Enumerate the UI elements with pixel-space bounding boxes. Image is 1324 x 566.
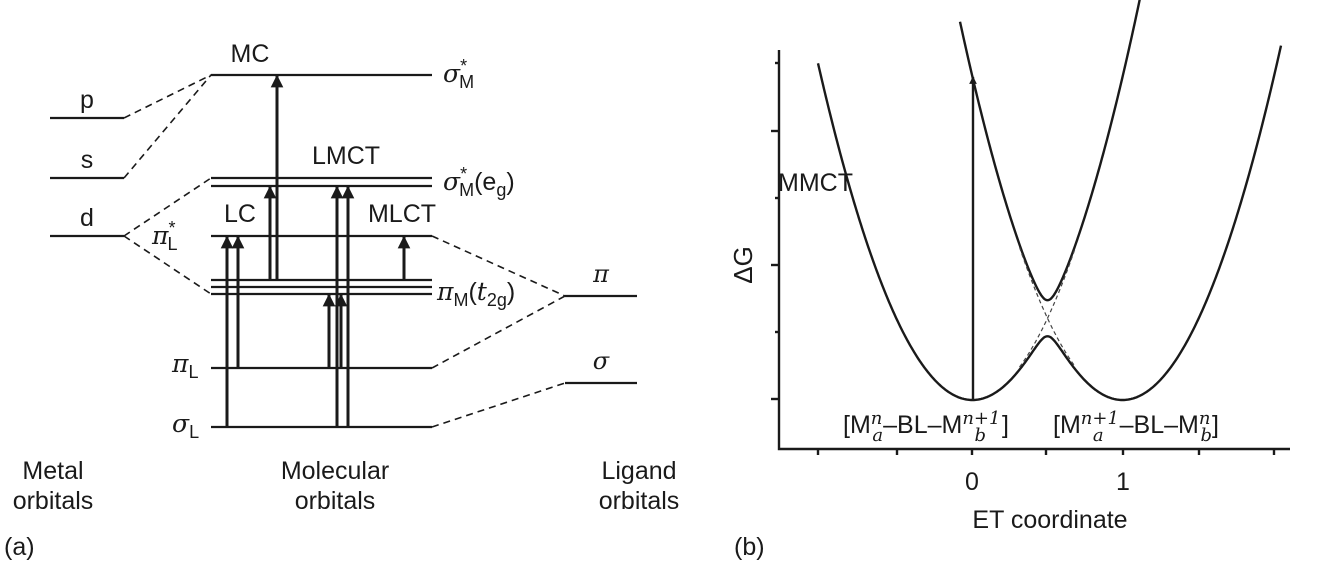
metal-level-label-p: p [80, 86, 94, 114]
metal-level-label-d: d [80, 204, 94, 232]
axes [771, 50, 1290, 455]
correlation-line [123, 74, 212, 119]
pi-l-label: πL [171, 349, 198, 382]
panel-a-label: (a) [4, 533, 35, 561]
mmct-label: MMCT [778, 169, 853, 197]
sigma-l-label: σL [172, 409, 199, 442]
metal-label-line2: orbitals [12, 487, 94, 515]
correlation-line [431, 235, 566, 297]
pi-l-star-label: π* L [151, 218, 177, 254]
metal-orbitals-label: Metal orbitals [8, 456, 98, 516]
molecular-label-line2: orbitals [294, 487, 376, 515]
excited-state-surface [958, 0, 1141, 302]
molecular-orbital-levels [211, 73, 432, 429]
state-label-right: [Mn+1 a –BL–Mn b] [1053, 408, 1219, 446]
ligand-level-label: π [592, 260, 610, 288]
x-tick-0: 0 [965, 468, 979, 496]
metal-orbital-levels [50, 116, 124, 238]
potential-curves [816, 0, 1283, 402]
ligand-label-line2: orbitals [598, 487, 680, 515]
mo-diagram-panel: p s d π σ MC LMCT LC MLCT σ* M σ* M(eg) πM(t2g) π* L πL σ… [50, 40, 637, 442]
diabatic-curve-left [1019, 247, 1077, 368]
correlation-line [431, 295, 566, 369]
transition-label-lmct: LMCT [312, 142, 380, 170]
ligand-label-line1: Ligand [601, 457, 677, 485]
molecular-orbitals-label: Molecular orbitals [255, 456, 415, 516]
sigma-m-star-eg-label: σ* M(eg) [443, 164, 515, 200]
correlation-line [123, 235, 212, 295]
metal-label-line1: Metal [22, 457, 84, 485]
correlation-dashed-lines [123, 74, 566, 428]
ground-state-surface [816, 45, 1283, 402]
correlation-line [431, 382, 566, 428]
panel-b-label: (b) [734, 533, 765, 561]
ligand-orbital-levels [565, 294, 637, 385]
state-label-left: [Mn a–BL–Mn+1 b] [843, 408, 1009, 446]
transition-label-mc: MC [231, 40, 270, 68]
metal-level-label-s: s [81, 146, 94, 174]
x-tick-1: 1 [1116, 468, 1130, 496]
sigma-m-star-label: σ* M [443, 56, 474, 92]
correlation-line [123, 177, 212, 237]
axis-labels: ΔG [Mn a–BL–Mn+1 b] [Mn+1 a –BL–Mn b] [728, 246, 1219, 446]
pi-m-t2g-label: πM(t2g) [436, 277, 515, 310]
transition-label-lc: LC [224, 200, 256, 228]
mo-labels: p s d π σ MC LMCT LC MLCT σ* M σ* M(eg) πM(t2g) π* L πL σ… [80, 40, 610, 442]
ligand-level-label: σ [593, 347, 610, 375]
potential-energy-panel: ΔG [Mn a–BL–Mn+1 b] [Mn+1 a –BL–Mn b] [728, 0, 1290, 455]
axis-lines [777, 50, 1290, 451]
y-axis-title: ΔG [728, 246, 758, 284]
transition-arrows [220, 74, 411, 427]
transition-label-mlct: MLCT [368, 200, 436, 228]
x-axis-title: ET coordinate [972, 506, 1128, 534]
correlation-line [123, 74, 212, 179]
molecular-label-line1: Molecular [280, 457, 390, 485]
ligand-orbitals-label: Ligand orbitals [586, 456, 692, 516]
